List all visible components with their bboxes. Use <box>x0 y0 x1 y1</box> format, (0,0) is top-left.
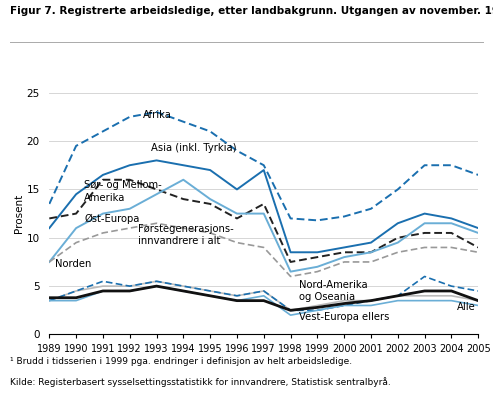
Text: Figur 7. Registrerte arbeidsledige, etter landbakgrunn. Utgangen av november. 19: Figur 7. Registrerte arbeidsledige, ette… <box>10 6 493 16</box>
Text: Norden: Norden <box>55 259 91 269</box>
Text: Alle: Alle <box>457 302 476 312</box>
Text: ¹ Brudd i tidsserien i 1999 pga. endringer i definisjon av helt arbeidsledige.: ¹ Brudd i tidsserien i 1999 pga. endring… <box>10 357 352 366</box>
Text: Sør- og Mellom-
Amerika: Sør- og Mellom- Amerika <box>84 180 162 203</box>
Text: Kilde: Registerbasert sysselsettingsstatistikk for innvandrere, Statistisk sentr: Kilde: Registerbasert sysselsettingsstat… <box>10 377 390 387</box>
Text: Vest-Europa ellers: Vest-Europa ellers <box>299 312 389 322</box>
Text: Øst-Europa: Øst-Europa <box>84 213 140 224</box>
Text: Førstegenerasjons-
innvandrere i alt: Førstegenerasjons- innvandrere i alt <box>138 224 234 246</box>
Y-axis label: Prosent: Prosent <box>13 194 24 233</box>
Text: Asia (inkl. Tyrkia): Asia (inkl. Tyrkia) <box>151 143 237 153</box>
Text: Afrika: Afrika <box>143 110 172 120</box>
Text: Nord-Amerika
og Oseania: Nord-Amerika og Oseania <box>299 280 367 302</box>
